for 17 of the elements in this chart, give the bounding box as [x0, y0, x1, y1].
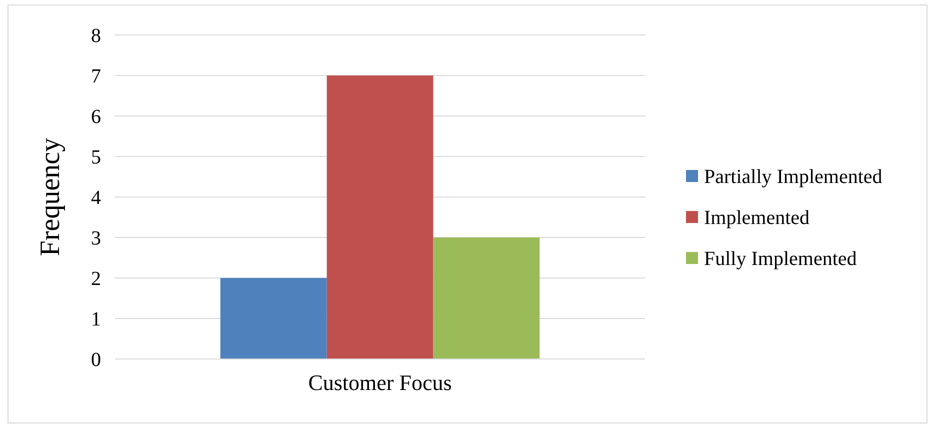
- bar: [433, 238, 540, 359]
- y-tick-label: 5: [91, 146, 101, 168]
- bar: [326, 76, 434, 359]
- y-tick-label: 8: [91, 25, 101, 47]
- x-tick-label: Customer Focus: [308, 370, 452, 395]
- y-axis-title: Frequency: [35, 138, 66, 256]
- y-tick-label: 7: [91, 66, 101, 88]
- y-tick-label: 1: [91, 308, 101, 330]
- legend-label: Fully Implemented: [704, 248, 857, 270]
- bar: [220, 278, 327, 359]
- legend-label: Partially Implemented: [704, 166, 882, 188]
- y-tick-label: 3: [91, 228, 101, 250]
- y-tick-label: 2: [91, 268, 101, 290]
- y-tick-label: 6: [91, 106, 101, 128]
- y-tick-label: 4: [91, 187, 101, 209]
- y-tick-label: 0: [91, 349, 101, 371]
- legend-label: Implemented: [704, 207, 810, 229]
